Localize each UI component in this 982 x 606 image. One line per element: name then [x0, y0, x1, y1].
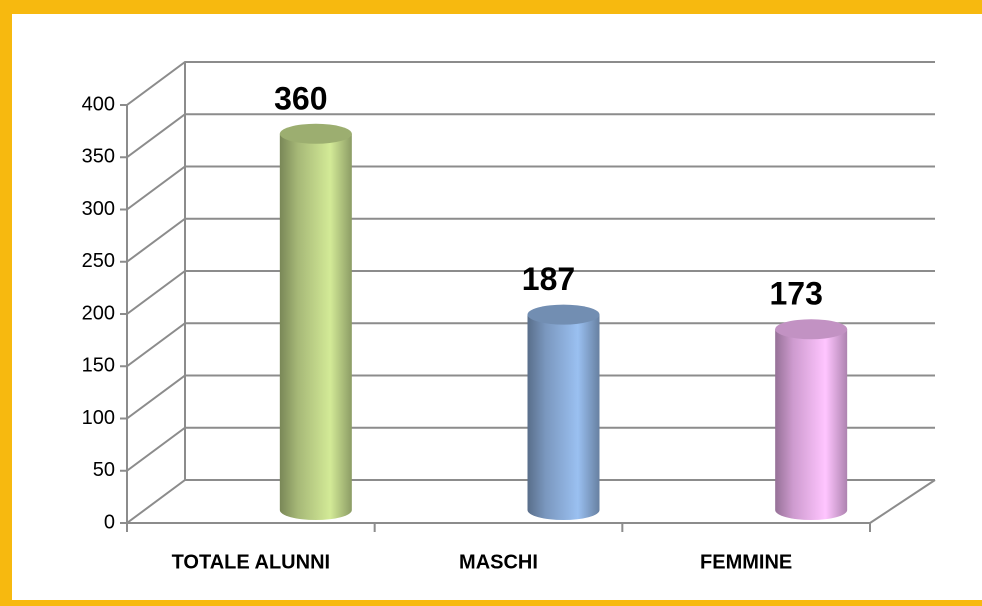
value-label: 187 [522, 261, 575, 297]
bar-top [527, 304, 600, 325]
grid-line [126, 270, 935, 315]
floor-edge [869, 479, 936, 524]
x-tick-label: TOTALE ALUNNI [172, 551, 331, 573]
y-tick-label: 300 [82, 198, 115, 220]
y-tick-label: 250 [82, 250, 115, 272]
x-tick-label: MASCHI [459, 551, 538, 573]
bar-top [279, 123, 352, 144]
y-tick-label: 400 [82, 93, 115, 115]
y-tick-label: 50 [93, 459, 115, 481]
grid-line [126, 61, 935, 106]
bar-top [775, 319, 848, 340]
grid-line [126, 374, 935, 420]
bar [527, 314, 600, 520]
grid-line [126, 217, 935, 263]
y-tick-label: 200 [82, 302, 115, 324]
grid-line [126, 479, 935, 524]
grid-line [126, 426, 935, 472]
grid-line [126, 113, 935, 159]
bar [775, 329, 848, 520]
grid-line [126, 165, 935, 211]
y-tick-label: 100 [82, 407, 115, 429]
x-tick-label: FEMMINE [700, 551, 792, 573]
value-label: 173 [769, 276, 822, 312]
value-label: 360 [274, 80, 327, 116]
y-tick-label: 350 [82, 146, 115, 168]
y-tick-label: 150 [82, 355, 115, 377]
y-tick-label: 0 [104, 511, 115, 533]
bar [279, 133, 352, 521]
grid-line [126, 322, 935, 368]
